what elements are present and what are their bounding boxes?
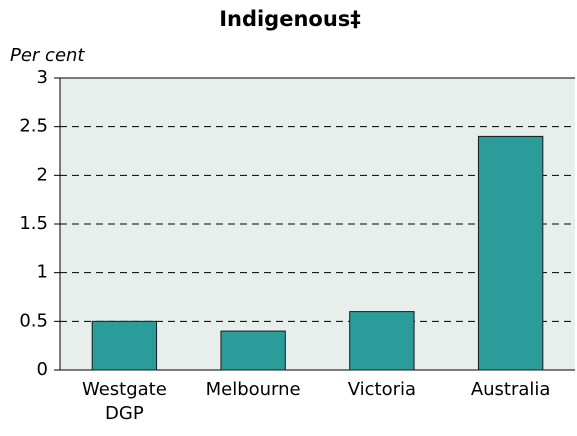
y-tick-label: 0.5	[19, 310, 48, 331]
bar	[91, 320, 158, 371]
y-tick-label: 1.5	[19, 213, 48, 234]
bar	[349, 311, 415, 371]
x-tick-label: Melbourne	[205, 379, 301, 400]
bar	[220, 330, 286, 371]
y-tick-label: 1	[37, 262, 48, 283]
bar	[477, 135, 544, 371]
y-tick-label: 2	[37, 164, 48, 185]
y-axis-label: Per cent	[10, 45, 85, 66]
y-tick-label: 2.5	[19, 116, 48, 137]
chart-title: Indigenous‡	[219, 7, 361, 31]
x-tick-label: Australia	[470, 379, 551, 400]
y-tick-label: 3	[37, 67, 48, 88]
x-tick-label: Westgate DGP	[81, 379, 167, 424]
x-tick-label: Victoria	[347, 379, 417, 400]
y-tick-label: 0	[37, 359, 48, 380]
